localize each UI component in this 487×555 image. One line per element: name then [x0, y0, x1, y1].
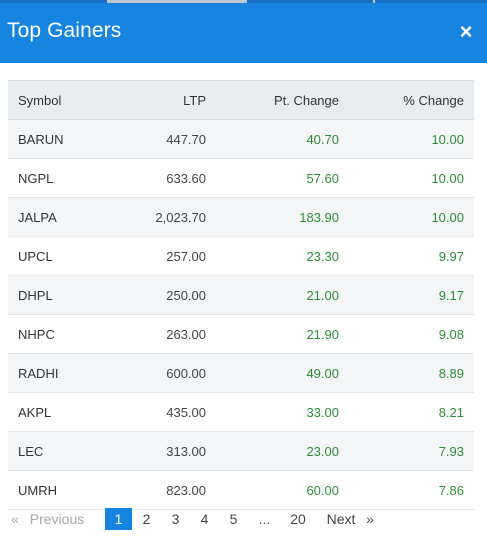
next-button[interactable]: Next — [326, 511, 356, 527]
top-strip-segment — [107, 0, 247, 3]
pt-change-cell: 23.30 — [206, 236, 339, 276]
table-row: NGPL 633.60 57.60 10.00 — [8, 158, 474, 198]
modal-title: Top Gainers — [7, 19, 122, 42]
pagination-ellipsis: ... — [258, 511, 271, 527]
page-20-button[interactable]: 20 — [290, 511, 306, 527]
table-row: LEC 313.00 23.00 7.93 — [8, 431, 474, 471]
table-row: UPCL 257.00 23.30 9.97 — [8, 236, 474, 276]
table-row: BARUN 447.70 40.70 10.00 — [8, 119, 474, 159]
column-header-pct-change[interactable]: % Change — [339, 80, 474, 120]
column-header-symbol[interactable]: Symbol — [8, 80, 126, 120]
symbol-cell[interactable]: UPCL — [8, 236, 126, 276]
ltp-cell: 313.00 — [126, 431, 206, 471]
page-2-button[interactable]: 2 — [142, 511, 151, 527]
pt-change-cell: 57.60 — [206, 158, 339, 198]
table-row: NHPC 263.00 21.90 9.08 — [8, 314, 474, 354]
pt-change-cell: 183.90 — [206, 197, 339, 237]
ltp-cell: 447.70 — [126, 119, 206, 159]
ltp-cell: 633.60 — [126, 158, 206, 198]
top-strip — [0, 0, 487, 3]
pct-change-cell: 10.00 — [339, 197, 474, 237]
symbol-cell[interactable]: NGPL — [8, 158, 126, 198]
pct-change-cell: 9.17 — [339, 275, 474, 315]
table-row: JALPA 2,023.70 183.90 10.00 — [8, 197, 474, 237]
symbol-cell[interactable]: AKPL — [8, 392, 126, 432]
pt-change-cell: 49.00 — [206, 353, 339, 393]
pt-change-cell: 60.00 — [206, 470, 339, 510]
ltp-cell: 250.00 — [126, 275, 206, 315]
pct-change-cell: 10.00 — [339, 158, 474, 198]
page-4-button[interactable]: 4 — [200, 511, 209, 527]
previous-button: Previous — [29, 511, 85, 527]
close-icon[interactable]: × — [459, 19, 473, 44]
ltp-cell: 823.00 — [126, 470, 206, 510]
ltp-cell: 263.00 — [126, 314, 206, 354]
pt-change-cell: 40.70 — [206, 119, 339, 159]
top-strip-divider — [373, 0, 375, 3]
gainers-table: Symbol LTP Pt. Change % Change BARUN 447… — [8, 80, 474, 510]
column-header-ltp[interactable]: LTP — [126, 80, 206, 120]
modal-header: Top Gainers × — [0, 3, 487, 63]
gainers-table-container: Symbol LTP Pt. Change % Change BARUN 447… — [8, 80, 474, 510]
table-row: DHPL 250.00 21.00 9.17 — [8, 275, 474, 315]
first-page-icon: « — [11, 511, 19, 527]
table-row: RADHI 600.00 49.00 8.89 — [8, 353, 474, 393]
column-header-pt-change[interactable]: Pt. Change — [206, 80, 339, 120]
ltp-cell: 600.00 — [126, 353, 206, 393]
pt-change-cell: 33.00 — [206, 392, 339, 432]
pt-change-cell: 21.90 — [206, 314, 339, 354]
table-header-row: Symbol LTP Pt. Change % Change — [8, 80, 474, 120]
symbol-cell[interactable]: DHPL — [8, 275, 126, 315]
symbol-cell[interactable]: JALPA — [8, 197, 126, 237]
pct-change-cell: 10.00 — [339, 119, 474, 159]
page-5-button[interactable]: 5 — [229, 511, 238, 527]
ltp-cell: 2,023.70 — [126, 197, 206, 237]
pct-change-cell: 7.86 — [339, 470, 474, 510]
ltp-cell: 435.00 — [126, 392, 206, 432]
symbol-cell[interactable]: LEC — [8, 431, 126, 471]
pct-change-cell: 9.97 — [339, 236, 474, 276]
symbol-cell[interactable]: RADHI — [8, 353, 126, 393]
symbol-cell[interactable]: UMRH — [8, 470, 126, 510]
table-row: AKPL 435.00 33.00 8.21 — [8, 392, 474, 432]
pct-change-cell: 7.93 — [339, 431, 474, 471]
pct-change-cell: 9.08 — [339, 314, 474, 354]
symbol-cell[interactable]: NHPC — [8, 314, 126, 354]
page-1-button[interactable]: 1 — [105, 508, 132, 530]
pagination: « Previous 1 2 3 4 5 ... 20 Next » — [8, 508, 377, 530]
page-3-button[interactable]: 3 — [171, 511, 180, 527]
symbol-cell[interactable]: BARUN — [8, 119, 126, 159]
pct-change-cell: 8.89 — [339, 353, 474, 393]
pct-change-cell: 8.21 — [339, 392, 474, 432]
ltp-cell: 257.00 — [126, 236, 206, 276]
table-row: UMRH 823.00 60.00 7.86 — [8, 470, 474, 510]
pt-change-cell: 21.00 — [206, 275, 339, 315]
last-page-icon[interactable]: » — [366, 511, 374, 527]
pt-change-cell: 23.00 — [206, 431, 339, 471]
